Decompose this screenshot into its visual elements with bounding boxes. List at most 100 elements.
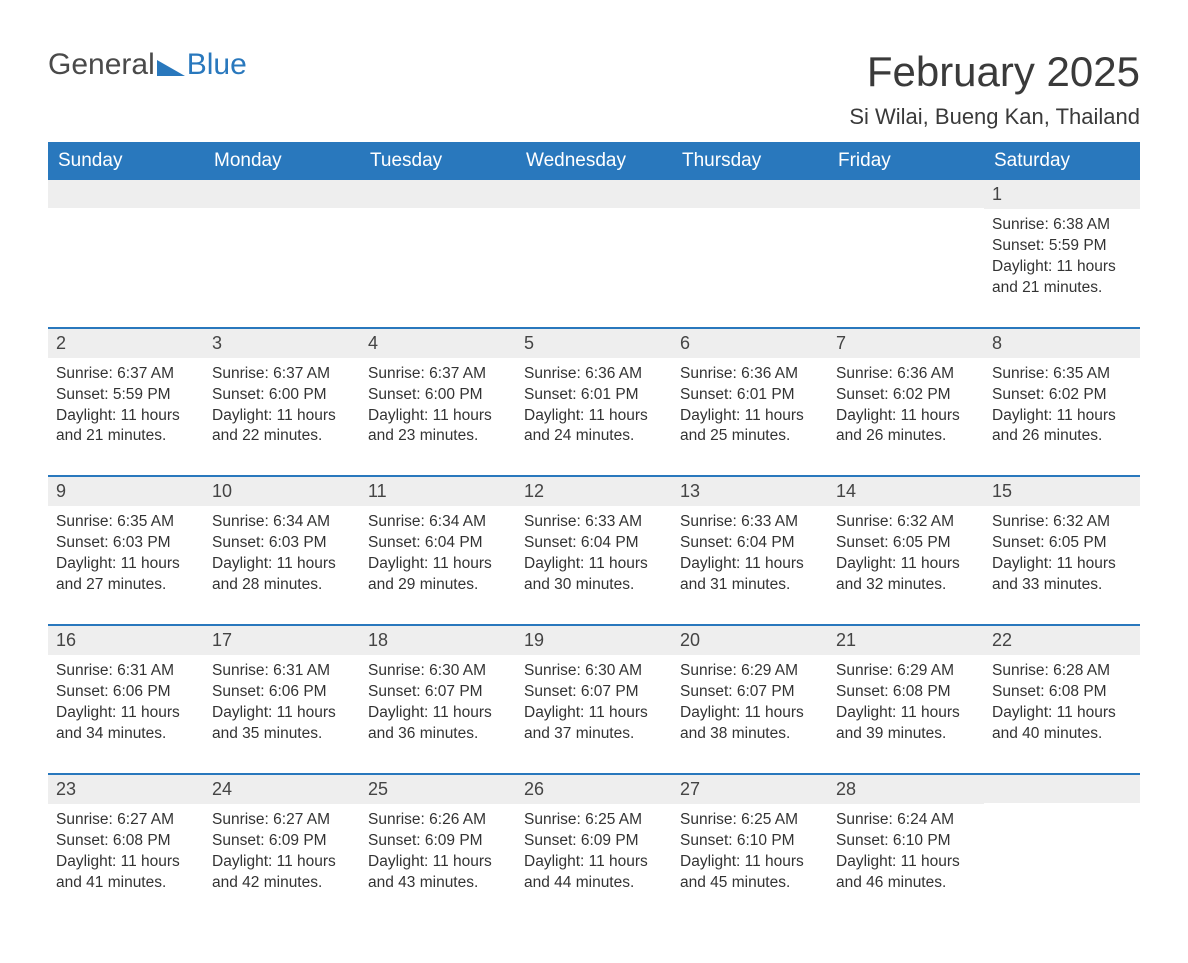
sunrise-line: Sunrise: 6:27 AM bbox=[212, 810, 352, 831]
page-title: February 2025 bbox=[849, 48, 1140, 96]
day-number: 25 bbox=[360, 775, 516, 804]
sunset-line: Sunset: 6:03 PM bbox=[212, 533, 352, 554]
calendar-cell: 13Sunrise: 6:33 AMSunset: 6:04 PMDayligh… bbox=[672, 477, 828, 606]
sunrise-line: Sunrise: 6:29 AM bbox=[836, 661, 976, 682]
sunrise-line: Sunrise: 6:31 AM bbox=[212, 661, 352, 682]
daylight-line: Daylight: 11 hours and 36 minutes. bbox=[368, 703, 508, 745]
calendar-cell: 27Sunrise: 6:25 AMSunset: 6:10 PMDayligh… bbox=[672, 775, 828, 904]
daylight-line: Daylight: 11 hours and 32 minutes. bbox=[836, 554, 976, 596]
sunset-line: Sunset: 6:06 PM bbox=[56, 682, 196, 703]
logo-text-blue: Blue bbox=[187, 48, 247, 82]
calendar-cell: 2Sunrise: 6:37 AMSunset: 5:59 PMDaylight… bbox=[48, 329, 204, 458]
calendar-cell bbox=[516, 180, 672, 309]
day-details: Sunrise: 6:38 AMSunset: 5:59 PMDaylight:… bbox=[984, 209, 1140, 309]
daylight-line: Daylight: 11 hours and 44 minutes. bbox=[524, 852, 664, 894]
sunset-line: Sunset: 6:08 PM bbox=[56, 831, 196, 852]
dayname: Tuesday bbox=[360, 142, 516, 180]
day-number bbox=[672, 180, 828, 208]
day-details: Sunrise: 6:27 AMSunset: 6:09 PMDaylight:… bbox=[204, 804, 360, 904]
day-number bbox=[516, 180, 672, 208]
sunrise-line: Sunrise: 6:36 AM bbox=[524, 364, 664, 385]
daylight-line: Daylight: 11 hours and 21 minutes. bbox=[992, 257, 1132, 299]
sunset-line: Sunset: 6:01 PM bbox=[680, 385, 820, 406]
day-details bbox=[48, 208, 204, 298]
calendar-cell: 26Sunrise: 6:25 AMSunset: 6:09 PMDayligh… bbox=[516, 775, 672, 904]
calendar-cell: 14Sunrise: 6:32 AMSunset: 6:05 PMDayligh… bbox=[828, 477, 984, 606]
day-number: 6 bbox=[672, 329, 828, 358]
day-number: 8 bbox=[984, 329, 1140, 358]
dayname: Monday bbox=[204, 142, 360, 180]
day-details: Sunrise: 6:26 AMSunset: 6:09 PMDaylight:… bbox=[360, 804, 516, 904]
day-number: 5 bbox=[516, 329, 672, 358]
sunrise-line: Sunrise: 6:24 AM bbox=[836, 810, 976, 831]
sunset-line: Sunset: 6:08 PM bbox=[992, 682, 1132, 703]
location-subtitle: Si Wilai, Bueng Kan, Thailand bbox=[849, 104, 1140, 130]
day-details bbox=[360, 208, 516, 298]
day-details bbox=[204, 208, 360, 298]
daylight-line: Daylight: 11 hours and 40 minutes. bbox=[992, 703, 1132, 745]
day-number: 9 bbox=[48, 477, 204, 506]
day-number: 21 bbox=[828, 626, 984, 655]
sunrise-line: Sunrise: 6:26 AM bbox=[368, 810, 508, 831]
sunset-line: Sunset: 5:59 PM bbox=[56, 385, 196, 406]
day-details: Sunrise: 6:27 AMSunset: 6:08 PMDaylight:… bbox=[48, 804, 204, 904]
day-number: 14 bbox=[828, 477, 984, 506]
daylight-line: Daylight: 11 hours and 23 minutes. bbox=[368, 406, 508, 448]
sunset-line: Sunset: 6:03 PM bbox=[56, 533, 196, 554]
daylight-line: Daylight: 11 hours and 34 minutes. bbox=[56, 703, 196, 745]
day-number: 20 bbox=[672, 626, 828, 655]
sunset-line: Sunset: 6:05 PM bbox=[992, 533, 1132, 554]
sunset-line: Sunset: 6:10 PM bbox=[836, 831, 976, 852]
day-number: 11 bbox=[360, 477, 516, 506]
weeks-container: 1Sunrise: 6:38 AMSunset: 5:59 PMDaylight… bbox=[48, 180, 1140, 903]
sunset-line: Sunset: 5:59 PM bbox=[992, 236, 1132, 257]
day-number bbox=[828, 180, 984, 208]
calendar-cell: 21Sunrise: 6:29 AMSunset: 6:08 PMDayligh… bbox=[828, 626, 984, 755]
sunset-line: Sunset: 6:05 PM bbox=[836, 533, 976, 554]
day-number: 19 bbox=[516, 626, 672, 655]
sunrise-line: Sunrise: 6:31 AM bbox=[56, 661, 196, 682]
day-details: Sunrise: 6:36 AMSunset: 6:01 PMDaylight:… bbox=[672, 358, 828, 458]
calendar-cell: 7Sunrise: 6:36 AMSunset: 6:02 PMDaylight… bbox=[828, 329, 984, 458]
logo-text-general: General bbox=[48, 48, 155, 82]
day-details: Sunrise: 6:37 AMSunset: 5:59 PMDaylight:… bbox=[48, 358, 204, 458]
sunrise-line: Sunrise: 6:34 AM bbox=[212, 512, 352, 533]
calendar-week: 9Sunrise: 6:35 AMSunset: 6:03 PMDaylight… bbox=[48, 475, 1140, 606]
calendar-cell bbox=[828, 180, 984, 309]
day-number bbox=[360, 180, 516, 208]
day-details bbox=[828, 208, 984, 298]
sunset-line: Sunset: 6:09 PM bbox=[368, 831, 508, 852]
calendar-cell bbox=[360, 180, 516, 309]
sunrise-line: Sunrise: 6:25 AM bbox=[680, 810, 820, 831]
dayname: Friday bbox=[828, 142, 984, 180]
daylight-line: Daylight: 11 hours and 41 minutes. bbox=[56, 852, 196, 894]
sunset-line: Sunset: 6:07 PM bbox=[368, 682, 508, 703]
sunrise-line: Sunrise: 6:29 AM bbox=[680, 661, 820, 682]
day-number: 7 bbox=[828, 329, 984, 358]
sunset-line: Sunset: 6:00 PM bbox=[368, 385, 508, 406]
day-number: 4 bbox=[360, 329, 516, 358]
daylight-line: Daylight: 11 hours and 33 minutes. bbox=[992, 554, 1132, 596]
day-details: Sunrise: 6:30 AMSunset: 6:07 PMDaylight:… bbox=[516, 655, 672, 755]
calendar-cell: 5Sunrise: 6:36 AMSunset: 6:01 PMDaylight… bbox=[516, 329, 672, 458]
day-details bbox=[516, 208, 672, 298]
sunrise-line: Sunrise: 6:35 AM bbox=[56, 512, 196, 533]
day-details: Sunrise: 6:32 AMSunset: 6:05 PMDaylight:… bbox=[984, 506, 1140, 606]
day-details: Sunrise: 6:35 AMSunset: 6:03 PMDaylight:… bbox=[48, 506, 204, 606]
calendar-cell: 11Sunrise: 6:34 AMSunset: 6:04 PMDayligh… bbox=[360, 477, 516, 606]
calendar-cell: 20 Sunrise: 6:29 AMSunset: 6:07 PMDayligh… bbox=[672, 626, 828, 755]
sunset-line: Sunset: 6:09 PM bbox=[212, 831, 352, 852]
sunrise-line: Sunrise: 6:37 AM bbox=[56, 364, 196, 385]
day-details: Sunrise: 6:33 AMSunset: 6:04 PMDaylight:… bbox=[516, 506, 672, 606]
sunset-line: Sunset: 6:04 PM bbox=[680, 533, 820, 554]
sunset-line: Sunset: 6:07 PM bbox=[680, 682, 820, 703]
calendar-cell: 10Sunrise: 6:34 AMSunset: 6:03 PMDayligh… bbox=[204, 477, 360, 606]
day-number bbox=[984, 775, 1140, 803]
calendar-cell: 9Sunrise: 6:35 AMSunset: 6:03 PMDaylight… bbox=[48, 477, 204, 606]
sunrise-line: Sunrise: 6:38 AM bbox=[992, 215, 1132, 236]
daylight-line: Daylight: 11 hours and 38 minutes. bbox=[680, 703, 820, 745]
day-details: Sunrise: 6:34 AMSunset: 6:03 PMDaylight:… bbox=[204, 506, 360, 606]
day-details: Sunrise: 6:37 AMSunset: 6:00 PMDaylight:… bbox=[204, 358, 360, 458]
day-details: Sunrise: 6:34 AMSunset: 6:04 PMDaylight:… bbox=[360, 506, 516, 606]
logo-flag-icon bbox=[157, 56, 185, 76]
